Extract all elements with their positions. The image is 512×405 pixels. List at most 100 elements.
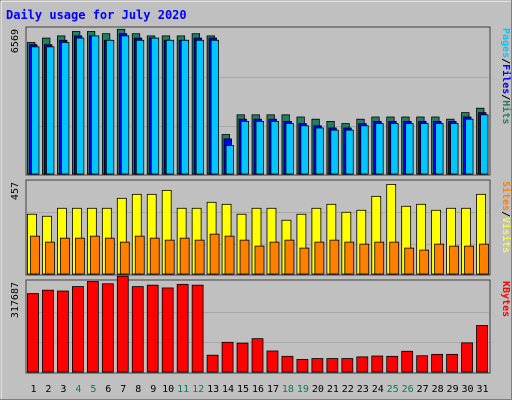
y-tick-label-visits-sites: 457: [10, 182, 21, 200]
sites-bar-day-27: [419, 249, 430, 275]
day-label-14: 14: [222, 384, 234, 395]
legend-entry-visits-sites-1: /: [500, 211, 511, 217]
y-tick-label-hits-files-pages: 6569: [10, 29, 21, 53]
kbytes-bar-day-4: [72, 286, 84, 373]
sites-bar-day-3: [60, 237, 70, 275]
kbytes-bar-day-17: [266, 350, 279, 373]
day-label-3: 3: [60, 384, 66, 395]
kbytes-bar-day-29: [446, 353, 458, 373]
day-label-21: 21: [327, 384, 339, 395]
day-label-30: 30: [462, 384, 474, 395]
pages-bar-day-19: [300, 125, 309, 175]
pages-bar-day-28: [435, 123, 444, 175]
sites-bar-day-22: [344, 241, 355, 275]
kbytes-bar-day-16: [251, 338, 264, 373]
sites-bar-day-28: [434, 243, 444, 275]
legend-entry-kbytes-0: KBytes: [500, 281, 511, 317]
day-label-19: 19: [297, 384, 309, 395]
kbytes-bar-day-20: [311, 358, 324, 373]
kbytes-bar-day-31: [476, 325, 488, 373]
sites-bar-day-8: [134, 235, 145, 275]
pages-bar-day-23: [360, 125, 369, 175]
day-label-11: 11: [177, 384, 189, 395]
legend-kbytes: KBytes: [500, 281, 511, 317]
day-label-31: 31: [476, 384, 488, 395]
kbytes-bar-day-28: [431, 353, 443, 373]
pages-bar-day-12: [195, 39, 205, 175]
chart-title: Daily usage for July 2020: [6, 8, 187, 22]
pages-bar-day-10: [165, 39, 175, 175]
day-label-6: 6: [105, 384, 111, 395]
day-label-1: 1: [30, 384, 36, 395]
day-label-12: 12: [192, 384, 204, 395]
pages-bar-day-17: [270, 120, 279, 175]
sites-bar-day-24: [374, 241, 385, 275]
sites-bar-day-10: [164, 239, 175, 275]
sites-bar-day-1: [30, 235, 40, 275]
panel-kbytes: 317687 KBytes: [10, 275, 511, 374]
kbytes-bar-day-19: [296, 358, 309, 373]
pages-bar-day-3: [61, 42, 70, 175]
kbytes-bar-day-21: [326, 358, 339, 373]
pages-bar-day-8: [135, 39, 145, 175]
day-label-5: 5: [90, 384, 96, 395]
legend-entry-hits-files-pages-4: Hits: [500, 100, 512, 124]
pages-bar-day-4: [76, 37, 85, 175]
day-label-10: 10: [162, 384, 174, 395]
legend-entry-hits-files-pages-2: Files: [500, 64, 512, 94]
kbytes-bar-day-25: [386, 355, 399, 373]
pages-bar-day-15: [240, 120, 249, 175]
pages-bar-day-6: [105, 39, 115, 175]
kbytes-bar-day-8: [131, 286, 144, 373]
pages-bar-day-24: [375, 123, 384, 175]
kbytes-bar-day-1: [27, 293, 39, 373]
kbytes-bar-day-15: [236, 342, 249, 373]
sites-bar-day-17: [269, 241, 280, 275]
day-label-15: 15: [237, 384, 249, 395]
sites-bar-day-2: [45, 241, 55, 275]
day-label-16: 16: [252, 384, 264, 395]
sites-bar-day-11: [179, 237, 190, 275]
y-tick-label-kbytes: 317687: [10, 282, 21, 318]
pages-bar-day-14: [225, 145, 234, 175]
sites-bar-day-18: [284, 239, 295, 275]
kbytes-bar-day-5: [86, 281, 99, 373]
pages-bar-day-16: [255, 120, 264, 175]
panel-hits-files-pages: 6569 Pages/Files/Hits: [10, 26, 512, 176]
legend-entry-hits-files-pages-1: /: [500, 58, 511, 64]
kbytes-bar-day-12: [191, 284, 204, 373]
kbytes-bar-day-3: [57, 290, 69, 373]
day-label-29: 29: [447, 384, 459, 395]
day-label-18: 18: [282, 384, 294, 395]
legend-entry-hits-files-pages-0: Pages: [500, 28, 511, 58]
sites-bar-day-9: [149, 237, 160, 275]
day-label-7: 7: [120, 384, 126, 395]
pages-bar-day-7: [120, 35, 130, 175]
pages-bar-day-25: [390, 123, 399, 175]
pages-bar-day-26: [405, 123, 414, 175]
sites-bar-day-31: [479, 243, 489, 275]
pages-bar-day-9: [150, 37, 160, 175]
pages-bar-day-22: [345, 129, 354, 175]
kbytes-bar-day-7: [116, 275, 129, 373]
sites-bar-day-13: [209, 233, 220, 275]
pages-bar-day-27: [420, 123, 429, 175]
kbytes-bar-day-11: [176, 283, 189, 373]
kbytes-bar-day-18: [281, 355, 294, 373]
kbytes-bar-day-6: [101, 283, 114, 373]
pages-bar-day-11: [180, 39, 190, 175]
day-label-28: 28: [432, 384, 444, 395]
pages-bar-day-2: [46, 46, 55, 175]
day-label-8: 8: [135, 384, 141, 395]
day-label-23: 23: [357, 384, 369, 395]
legend-visits-sites: Sites/Visits: [500, 181, 512, 253]
kbytes-bar-day-24: [371, 355, 384, 373]
sites-bar-day-21: [329, 239, 340, 275]
sites-bar-day-29: [449, 245, 459, 275]
pages-bar-day-13: [210, 39, 219, 175]
day-label-24: 24: [372, 384, 384, 395]
sites-bar-day-19: [299, 247, 310, 275]
day-label-13: 13: [207, 384, 219, 395]
